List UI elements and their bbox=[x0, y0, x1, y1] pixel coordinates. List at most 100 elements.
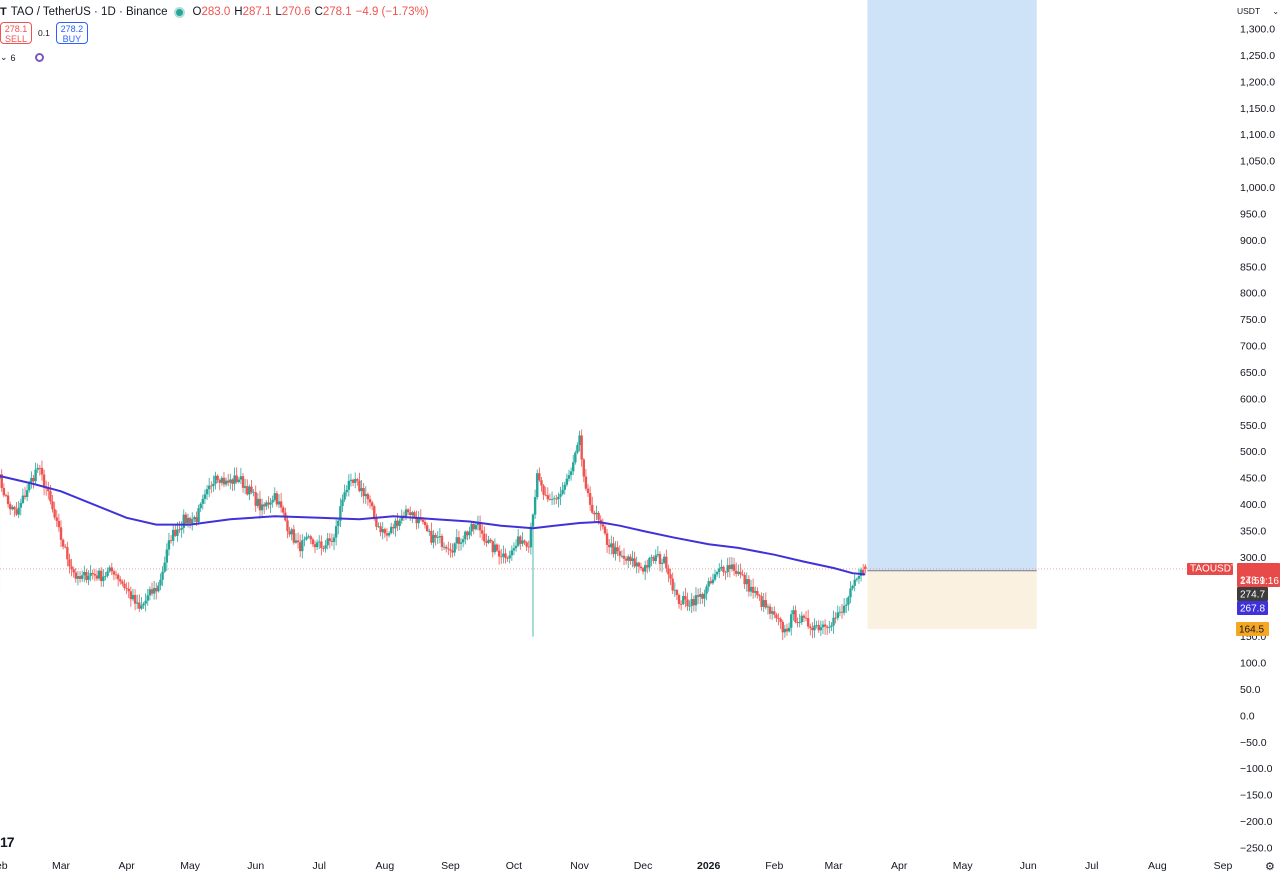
candle-body bbox=[337, 520, 340, 527]
candle-body bbox=[373, 506, 376, 518]
candle bbox=[341, 494, 344, 513]
candle-body bbox=[548, 499, 552, 500]
candle-body bbox=[546, 495, 550, 500]
candle bbox=[282, 505, 285, 518]
candle bbox=[540, 476, 543, 492]
candle-body bbox=[529, 526, 533, 548]
candle-body bbox=[309, 536, 312, 540]
candle-body bbox=[713, 574, 717, 580]
ma-value-tag-bg bbox=[1237, 600, 1268, 615]
candle bbox=[770, 607, 774, 620]
candle bbox=[787, 622, 791, 633]
candle-body bbox=[627, 556, 630, 561]
candle bbox=[567, 469, 571, 482]
y-tick-label: 750.0 bbox=[1240, 314, 1266, 326]
candle bbox=[493, 538, 497, 555]
candle bbox=[605, 529, 609, 553]
sync-icon[interactable] bbox=[34, 53, 44, 62]
candle bbox=[474, 523, 478, 531]
candle-body bbox=[849, 588, 852, 598]
candle-body bbox=[828, 626, 831, 628]
candle bbox=[811, 622, 814, 639]
symbol-title[interactable]: TAO / TetherUS · 1D · Binance bbox=[10, 6, 168, 18]
x-tick-label: Mar bbox=[825, 860, 844, 872]
candle bbox=[491, 540, 494, 558]
candle-body bbox=[216, 475, 219, 480]
candle-body bbox=[595, 512, 598, 515]
candle-body bbox=[800, 615, 804, 623]
candle-body bbox=[508, 555, 511, 559]
candle-body bbox=[773, 611, 776, 615]
candle bbox=[68, 553, 71, 574]
trade-panel: 278.1 SELL 0.1 278.2 BUY bbox=[0, 22, 88, 44]
candle bbox=[603, 524, 607, 536]
candle-body bbox=[832, 617, 835, 626]
candle bbox=[133, 589, 137, 611]
sell-button[interactable]: 278.1 SELL bbox=[0, 22, 32, 44]
high-label: H bbox=[234, 6, 243, 18]
candle-body bbox=[305, 536, 308, 540]
price-axis[interactable]: 1,300.0 1,250.0 1,200.0 1,150.0 1,100.0 1,050… bbox=[1240, 24, 1275, 855]
candle bbox=[271, 495, 274, 508]
candle bbox=[470, 521, 473, 537]
candle bbox=[216, 474, 219, 484]
candle bbox=[847, 595, 850, 611]
candle bbox=[663, 553, 666, 565]
candle bbox=[434, 532, 437, 546]
candle-body bbox=[197, 508, 200, 522]
candle-body bbox=[57, 520, 61, 528]
candle bbox=[472, 521, 475, 535]
candle-body bbox=[262, 504, 266, 507]
candle-body bbox=[495, 544, 499, 551]
buy-button[interactable]: 278.2 BUY bbox=[55, 22, 88, 44]
candle-body bbox=[212, 483, 215, 487]
candle-body bbox=[21, 495, 25, 503]
x-tick-label: Jun bbox=[247, 860, 264, 872]
candle bbox=[76, 571, 80, 586]
candle-body bbox=[500, 556, 503, 558]
candle bbox=[260, 498, 264, 517]
candle bbox=[715, 570, 719, 577]
candle-body bbox=[510, 550, 514, 556]
last-price-tag-text: 278.1 bbox=[1240, 575, 1265, 586]
tradingview-logo[interactable]: 17 bbox=[0, 834, 15, 850]
candle-body bbox=[603, 526, 607, 534]
time-axis[interactable]: eb Mar Apr May Jun Jul Aug Sep Oct Nov Dec 2026 Feb M… bbox=[0, 860, 1232, 872]
position-tool[interactable] bbox=[867, 0, 1037, 629]
candle-body bbox=[269, 502, 272, 505]
candle bbox=[508, 550, 511, 564]
candle bbox=[169, 534, 173, 544]
candle-body bbox=[303, 539, 306, 541]
candle bbox=[108, 565, 111, 573]
candle bbox=[578, 430, 581, 452]
candle-body bbox=[186, 517, 190, 524]
candle bbox=[464, 530, 467, 545]
candle-body bbox=[296, 540, 300, 543]
candle-body bbox=[157, 585, 160, 592]
candle-body bbox=[19, 502, 22, 508]
candle bbox=[813, 618, 816, 638]
candle bbox=[707, 577, 710, 592]
candle-body bbox=[108, 567, 111, 572]
candle bbox=[332, 533, 336, 551]
gear-icon[interactable]: ⚙ bbox=[1265, 861, 1275, 873]
candle bbox=[252, 489, 255, 497]
stop-tag: 164.5 bbox=[1236, 621, 1269, 636]
candle-body bbox=[576, 445, 579, 453]
candle-body bbox=[857, 576, 861, 579]
indicators-toggle[interactable]: ⌄ 6 bbox=[0, 52, 44, 63]
candle bbox=[262, 502, 266, 515]
candle-body bbox=[474, 524, 478, 530]
candle bbox=[722, 565, 725, 577]
candle-body bbox=[23, 495, 27, 497]
candle-body bbox=[298, 542, 302, 552]
candle-body bbox=[70, 566, 73, 570]
candle-body bbox=[93, 574, 97, 576]
y-tick-label: 50.0 bbox=[1240, 684, 1261, 696]
candle bbox=[815, 620, 818, 629]
candle bbox=[690, 592, 693, 614]
currency-selector[interactable]: USDT ⌄ bbox=[1237, 6, 1279, 16]
candle-body bbox=[688, 605, 691, 607]
candle-body bbox=[116, 574, 120, 580]
